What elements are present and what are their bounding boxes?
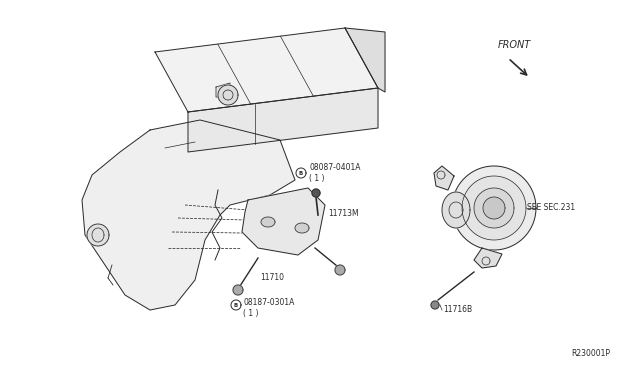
Text: 11713M: 11713M bbox=[328, 208, 358, 218]
Text: R230001P: R230001P bbox=[571, 349, 610, 358]
Polygon shape bbox=[312, 189, 320, 197]
Polygon shape bbox=[434, 166, 454, 190]
Polygon shape bbox=[345, 28, 385, 92]
Polygon shape bbox=[474, 248, 502, 268]
Text: B: B bbox=[234, 303, 238, 308]
Polygon shape bbox=[188, 88, 378, 152]
Polygon shape bbox=[335, 265, 345, 275]
Text: B: B bbox=[299, 171, 303, 176]
Text: 11710: 11710 bbox=[260, 273, 284, 282]
Polygon shape bbox=[231, 300, 241, 310]
Polygon shape bbox=[295, 223, 309, 233]
Polygon shape bbox=[87, 224, 109, 246]
Polygon shape bbox=[261, 217, 275, 227]
Text: FRONT: FRONT bbox=[498, 40, 531, 50]
Polygon shape bbox=[242, 188, 325, 255]
Polygon shape bbox=[462, 176, 526, 240]
Text: 08187-0301A
( 1 ): 08187-0301A ( 1 ) bbox=[243, 298, 294, 318]
Polygon shape bbox=[155, 28, 378, 112]
Text: 11716B: 11716B bbox=[443, 305, 472, 314]
Polygon shape bbox=[296, 168, 306, 178]
Polygon shape bbox=[474, 188, 514, 228]
Polygon shape bbox=[233, 285, 243, 295]
Polygon shape bbox=[452, 166, 536, 250]
Polygon shape bbox=[442, 192, 470, 228]
Polygon shape bbox=[82, 120, 295, 310]
Text: SEE SEC.231: SEE SEC.231 bbox=[527, 203, 575, 212]
Text: 08087-0401A
( 1 ): 08087-0401A ( 1 ) bbox=[309, 163, 360, 183]
Polygon shape bbox=[483, 197, 505, 219]
Polygon shape bbox=[216, 83, 230, 97]
Polygon shape bbox=[218, 85, 238, 105]
Polygon shape bbox=[431, 301, 439, 309]
